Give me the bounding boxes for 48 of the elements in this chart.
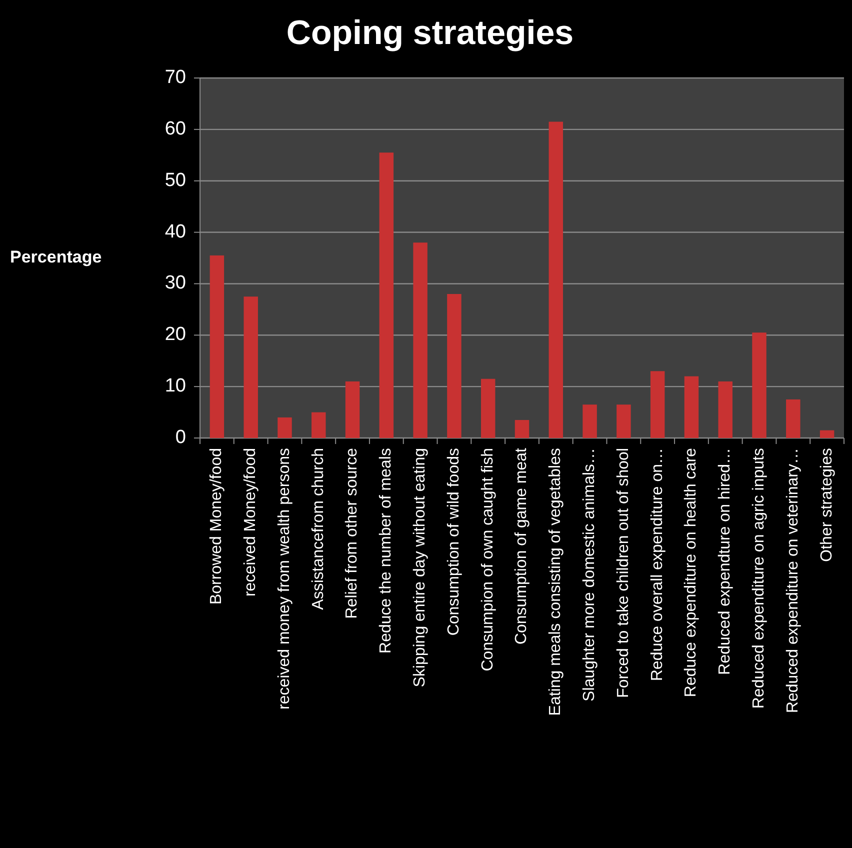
y-tick-label: 40	[164, 221, 186, 242]
x-tick-label: Reduced expenditure on agric inputs	[750, 448, 768, 709]
bar	[413, 242, 428, 438]
bar	[244, 296, 258, 438]
bar	[345, 381, 360, 438]
bar	[312, 412, 326, 438]
x-tick-label: Reduce the number of meals	[378, 448, 395, 654]
bar	[379, 152, 394, 438]
bar	[752, 332, 766, 438]
bar	[514, 420, 530, 438]
bar	[447, 294, 462, 438]
bar	[548, 122, 564, 438]
bar	[480, 378, 496, 438]
y-axis-title: Percentage	[10, 247, 102, 266]
bar	[786, 399, 800, 438]
bar	[718, 381, 732, 438]
bar	[278, 417, 292, 438]
chart-title: Coping strategies	[286, 14, 574, 52]
y-tick-label: 0	[175, 427, 186, 448]
bar	[616, 404, 631, 438]
x-tick-label: Reduced expenditure on veterinary…	[784, 448, 802, 714]
x-tick-label: Assistancefrom church	[310, 448, 327, 610]
y-tick-label: 60	[164, 118, 186, 140]
x-tick-label: Reduce overall expenditure on…	[648, 448, 666, 682]
x-tick-label: Reduce expenditure on health care	[682, 448, 700, 698]
x-tick-label: Borrowed Money/food	[208, 448, 226, 605]
y-tick-label: 30	[164, 272, 186, 294]
x-tick-label: Consumption of game meat	[513, 447, 530, 645]
x-tick-label: received Money/food	[242, 448, 260, 597]
x-tick-label: Forced to take children out of shool	[614, 448, 632, 698]
bar	[210, 255, 224, 438]
y-tick-label: 10	[164, 376, 186, 397]
x-tick-label: Relief from other source	[344, 448, 361, 619]
x-tick-label: Slaughter more domestic animals…	[581, 448, 598, 702]
x-tick-label: Other strategies	[818, 448, 836, 562]
bar	[650, 371, 665, 438]
x-tick-label: Eating meals consisting of vegetables	[547, 448, 564, 716]
x-tick-label: Consumpion of own caught fish	[479, 448, 496, 672]
x-tick-label: Skipping entire day without eating	[412, 448, 429, 688]
y-tick-label: 50	[164, 170, 186, 191]
bar	[582, 404, 597, 438]
y-tick-label: 70	[164, 67, 186, 88]
bar	[820, 430, 834, 438]
y-tick-label: 20	[164, 324, 186, 346]
bar	[684, 376, 699, 438]
x-tick-label: Reduced expendture on hired…	[716, 448, 734, 675]
x-tick-label: received money from wealth persons	[276, 448, 293, 710]
x-tick-label: Consumption of wild foods	[445, 448, 462, 636]
